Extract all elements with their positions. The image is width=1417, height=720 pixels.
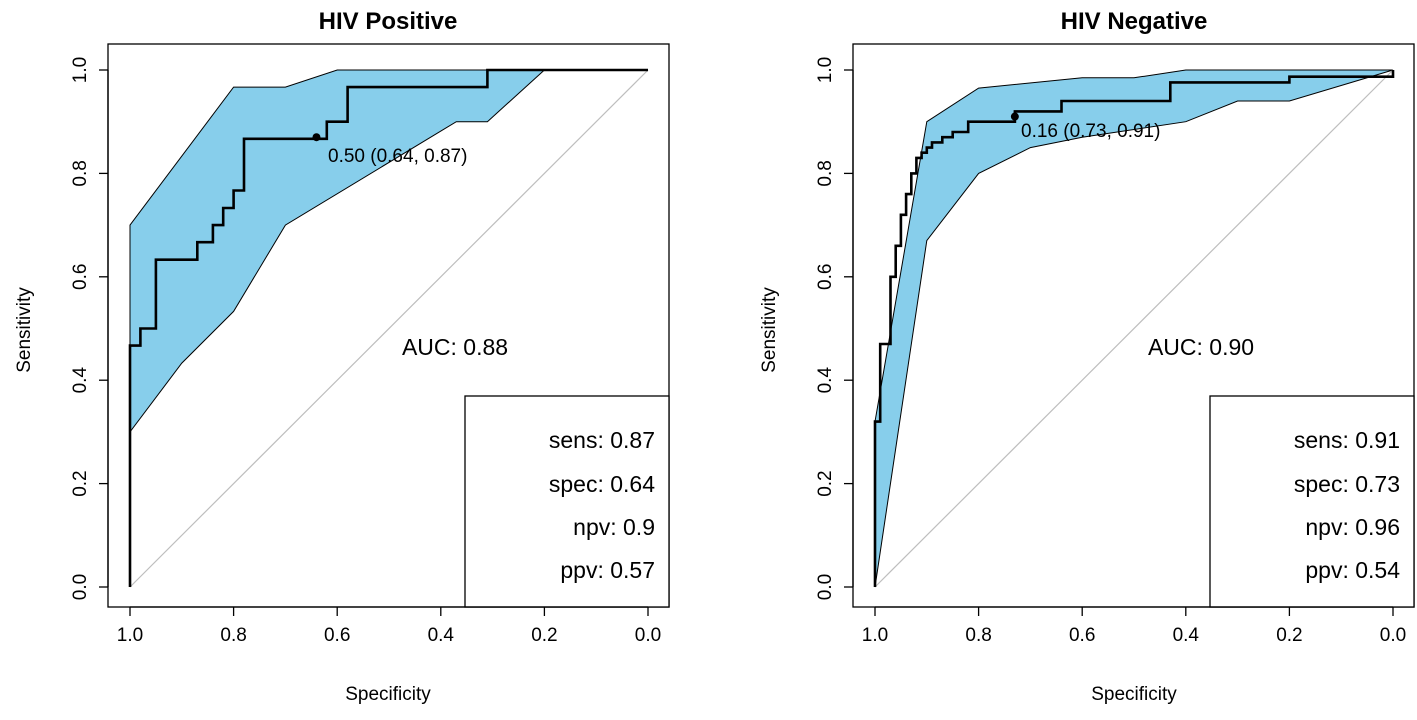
x-tick-label: 0.6 bbox=[1069, 625, 1095, 646]
ci-band bbox=[129, 69, 546, 434]
threshold-label: 0.50 (0.64, 0.87) bbox=[328, 146, 467, 167]
threshold-point bbox=[1010, 112, 1019, 121]
y-tick-label: 0.2 bbox=[70, 470, 91, 496]
x-axis-label: Specificity bbox=[345, 684, 431, 705]
y-tick-label: 0.0 bbox=[815, 574, 836, 600]
stat-sens: sens: 0.87 bbox=[549, 427, 655, 453]
x-tick-label: 0.8 bbox=[965, 625, 991, 646]
chart-title: HIV Positive bbox=[319, 8, 458, 35]
roc-curve bbox=[873, 70, 1395, 587]
stat-spec: spec: 0.64 bbox=[549, 471, 655, 497]
y-tick-label: 0.0 bbox=[70, 574, 91, 600]
panel-hiv-negative: HIV Negative 0.16 (0.73, 0.91) AUC: 0.90… bbox=[759, 8, 1415, 705]
threshold-label: 0.16 (0.73, 0.91) bbox=[1021, 121, 1160, 142]
y-axis-label: Sensitivity bbox=[759, 287, 780, 373]
ci-band bbox=[874, 69, 1394, 588]
x-axis: 1.0 0.8 0.6 0.4 0.2 0.0 bbox=[117, 606, 661, 646]
y-tick-label: 0.8 bbox=[70, 160, 91, 186]
y-tick-label: 0.6 bbox=[815, 264, 836, 290]
auc-label: AUC: 0.90 bbox=[1148, 334, 1254, 360]
stat-sens: sens: 0.91 bbox=[1294, 427, 1400, 453]
x-tick-label: 0.2 bbox=[1276, 625, 1302, 646]
panel-hiv-positive: HIV Positive 0.50 (0.64, 0.87) AUC: 0.88… bbox=[14, 8, 670, 705]
x-tick-label: 0.2 bbox=[531, 625, 557, 646]
y-axis-label: Sensitivity bbox=[14, 287, 35, 373]
y-tick-label: 1.0 bbox=[815, 57, 836, 83]
threshold-point bbox=[312, 133, 321, 142]
diagonal-reference-line bbox=[129, 69, 649, 588]
x-tick-label: 0.8 bbox=[220, 625, 246, 646]
stat-npv: npv: 0.9 bbox=[573, 514, 655, 540]
x-tick-label: 0.4 bbox=[1173, 625, 1200, 646]
y-tick-label: 0.8 bbox=[815, 160, 836, 186]
stats-box bbox=[464, 395, 670, 608]
chart-title: HIV Negative bbox=[1061, 8, 1208, 35]
y-tick-label: 0.6 bbox=[70, 264, 91, 290]
stat-spec: spec: 0.73 bbox=[1294, 471, 1400, 497]
y-axis: 0.0 0.2 0.4 0.6 0.8 1.0 bbox=[70, 57, 109, 600]
x-tick-label: 1.0 bbox=[117, 625, 143, 646]
roc-curve bbox=[128, 68, 648, 587]
x-axis-label: Specificity bbox=[1091, 684, 1177, 705]
stat-npv: npv: 0.96 bbox=[1305, 514, 1400, 540]
x-tick-label: 0.6 bbox=[324, 625, 350, 646]
stat-ppv: ppv: 0.54 bbox=[1305, 557, 1400, 583]
auc-label: AUC: 0.88 bbox=[402, 334, 508, 360]
x-tick-label: 0.4 bbox=[428, 625, 455, 646]
diagonal-reference-line bbox=[874, 69, 1394, 588]
x-tick-label: 0.0 bbox=[1380, 625, 1406, 646]
y-tick-label: 1.0 bbox=[70, 57, 91, 83]
y-tick-label: 0.4 bbox=[70, 367, 91, 394]
x-tick-label: 1.0 bbox=[862, 625, 888, 646]
stat-ppv: ppv: 0.57 bbox=[560, 557, 655, 583]
x-axis: 1.0 0.8 0.6 0.4 0.2 0.0 bbox=[862, 606, 1406, 646]
x-tick-label: 0.0 bbox=[635, 625, 661, 646]
y-axis: 0.0 0.2 0.4 0.6 0.8 1.0 bbox=[815, 57, 854, 600]
y-tick-label: 0.4 bbox=[815, 367, 836, 394]
y-tick-label: 0.2 bbox=[815, 470, 836, 496]
